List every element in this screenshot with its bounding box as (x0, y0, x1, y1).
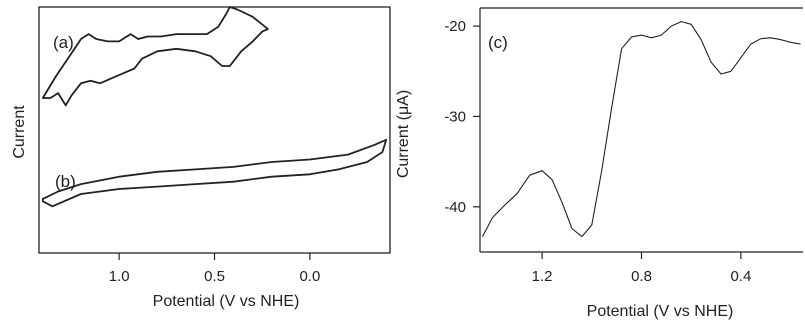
right-y-tick-label: -30 (444, 108, 466, 125)
right-y-axis-title: Current (μA) (395, 90, 412, 178)
right-x-tick-label: 0.8 (631, 268, 652, 285)
panel-label-b: (b) (55, 172, 76, 191)
left-x-tick-label: 0.5 (204, 268, 225, 285)
right-x-tick-label: 1.2 (532, 268, 553, 285)
panel-label-a: (a) (53, 33, 74, 52)
left-x-axis-ticks: 1.0 0.5 0.0 (109, 253, 320, 285)
left-y-axis-title: Current (11, 105, 28, 159)
left-x-tick-label: 0.0 (299, 268, 320, 285)
left-x-axis-title: Potential (V vs NHE) (153, 293, 300, 310)
right-x-tick-label: 0.4 (730, 268, 751, 285)
panel-label-c: (c) (488, 33, 508, 52)
right-x-axis-title: Potential (V vs NHE) (587, 303, 734, 320)
right-y-axis-ticks: -20 -30 -40 (444, 18, 480, 216)
right-y-tick-label: -40 (444, 199, 466, 216)
trace-a (41, 6, 269, 107)
left-chart: 1.0 0.5 0.0 (a) (b) Potential (V vs NHE) C… (11, 6, 391, 310)
trace-c (482, 21, 801, 238)
trace-b (41, 138, 388, 208)
left-plot-frame (38, 6, 391, 254)
right-y-tick-label: -20 (444, 18, 466, 35)
left-x-tick-label: 1.0 (109, 268, 130, 285)
right-axes (479, 7, 803, 253)
right-chart: 1.2 0.8 0.4 -20 -30 -40 (c) Potential (V vs … (395, 7, 803, 320)
right-x-axis-ticks: 1.2 0.8 0.4 (532, 252, 751, 285)
